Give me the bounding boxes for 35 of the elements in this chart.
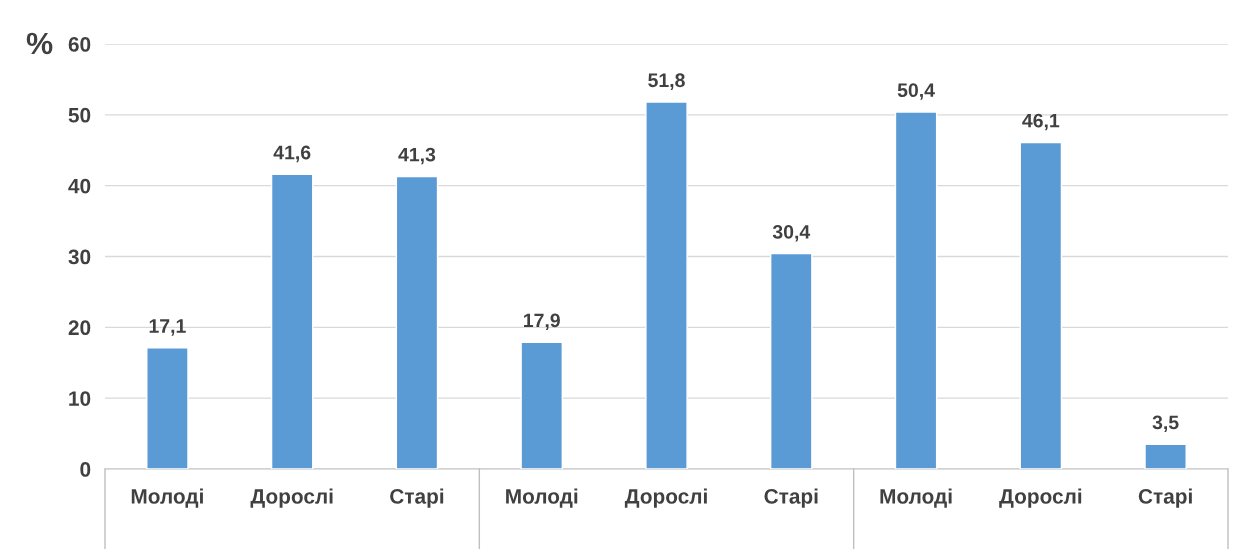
x-tick-label: Дорослі [999, 488, 1082, 508]
data-label: 3,5 [1152, 415, 1179, 433]
data-label: 17,9 [524, 313, 560, 331]
x-tick-label: Молоді [880, 488, 952, 508]
bar [146, 347, 189, 469]
x-tick-label: Молоді [131, 488, 203, 508]
bar [769, 252, 813, 469]
x-tick-label: Старі [764, 488, 818, 508]
y-tick-label: 40 [68, 178, 91, 194]
bar [894, 111, 938, 469]
y-tick-label: 10 [69, 391, 91, 406]
bar [1144, 443, 1187, 469]
y-axis-title: % [26, 32, 53, 55]
y-tick-label: 20 [68, 320, 91, 336]
y-tick-label: 60 [68, 37, 91, 52]
data-label: 50,4 [897, 83, 935, 100]
bar [395, 175, 439, 469]
x-tick-label: Старі [1138, 488, 1192, 508]
data-label: 41,6 [273, 145, 311, 163]
data-label: 51,8 [648, 73, 685, 90]
x-tick-label: Дорослі [624, 488, 707, 508]
data-label: 41,3 [398, 147, 436, 165]
x-tick-label: Старі [390, 488, 444, 508]
bar [1019, 141, 1063, 469]
bar [270, 173, 314, 469]
y-tick-label: 50 [68, 107, 91, 123]
x-tick-label: Дорослі [250, 488, 333, 508]
data-label: 17,1 [149, 319, 186, 336]
y-tick-label: 30 [68, 249, 91, 265]
y-tick-label: 0 [80, 462, 91, 477]
data-label: 46,1 [1022, 113, 1060, 131]
data-label: 30,4 [772, 224, 811, 242]
x-tick-label: Молоді [506, 488, 578, 508]
bar [645, 101, 688, 469]
bar [520, 341, 564, 469]
